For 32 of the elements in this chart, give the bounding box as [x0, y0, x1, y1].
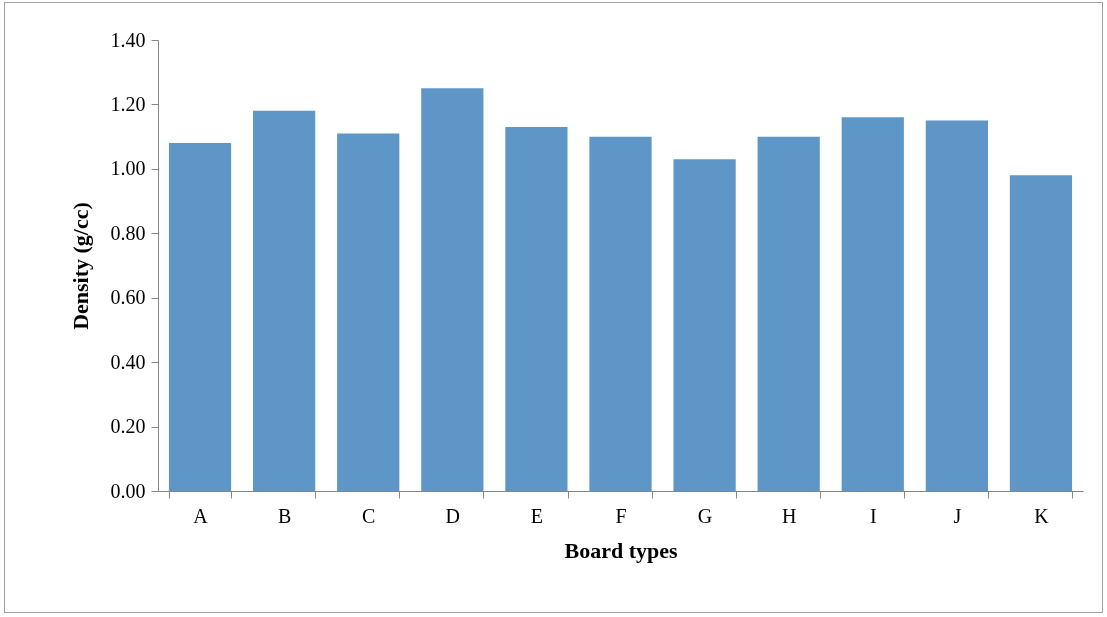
y-axis-title: Density (g/cc) — [67, 202, 93, 330]
x-tick-label: F — [615, 504, 627, 527]
x-axis-title: Board types — [564, 537, 678, 563]
bar — [337, 133, 400, 491]
x-tick-label: I — [869, 504, 877, 527]
x-tick-label: K — [1034, 504, 1050, 527]
x-tick-label: E — [530, 504, 544, 527]
y-tick-label: 1.40 — [110, 28, 146, 51]
x-tick-label: D — [445, 504, 461, 527]
bar — [841, 117, 904, 491]
bar — [1009, 175, 1073, 491]
bar — [253, 110, 316, 491]
bar — [168, 143, 232, 491]
bar — [421, 88, 484, 491]
x-tick-label: H — [781, 504, 797, 527]
y-tick-label: 0.80 — [110, 221, 146, 244]
bar — [505, 126, 568, 491]
y-tick-label: 0.00 — [110, 479, 146, 502]
bar — [673, 159, 736, 491]
y-tick-label: 0.40 — [110, 350, 146, 373]
x-tick-label: J — [953, 504, 962, 527]
y-tick-label: 0.20 — [110, 415, 146, 438]
y-tick-label: 1.20 — [110, 92, 146, 115]
bar — [757, 136, 820, 491]
bar — [925, 120, 988, 491]
y-tick-label: 0.60 — [110, 286, 146, 309]
x-tick-label: C — [362, 504, 376, 527]
x-tick-label: B — [277, 504, 292, 527]
y-tick-label: 1.00 — [110, 157, 146, 180]
x-tick-label: A — [193, 504, 209, 527]
x-tick-label: G — [697, 504, 713, 527]
bar — [589, 136, 652, 491]
